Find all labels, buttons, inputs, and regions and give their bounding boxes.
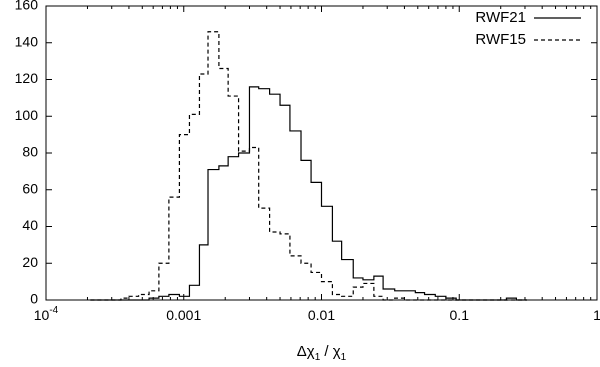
y-tick-label: 120 [15, 70, 39, 86]
y-tick-label: 0 [30, 291, 38, 307]
legend: RWF21 RWF15 [475, 9, 581, 48]
y-tick-label: 20 [22, 254, 38, 270]
y-tick-label: 40 [22, 217, 38, 233]
x-tick-label: 0.1 [450, 307, 470, 323]
x-tick-label: 10-4 [34, 305, 59, 323]
y-tick-label: 60 [22, 180, 38, 196]
y-tick-label: 80 [22, 144, 38, 160]
x-axis-label: Δχ1 / χ1 [297, 343, 347, 363]
series-rwf15 [90, 31, 527, 301]
series-layer [90, 31, 527, 301]
y-tick-label: 140 [15, 33, 39, 49]
legend-label-rwf21: RWF21 [475, 9, 526, 26]
series-rwf21 [90, 86, 527, 301]
x-tick-label: 0.001 [166, 307, 201, 323]
legend-label-rwf15: RWF15 [475, 31, 526, 48]
x-axis-ticks: 10-4 0.001 0.01 0.1 1 [34, 6, 600, 323]
y-tick-label: 100 [15, 107, 39, 123]
x-tick-label: 0.01 [308, 307, 335, 323]
plot-frame [45, 5, 598, 301]
y-tick-label: 160 [15, 0, 39, 13]
x-tick-label: 1 [593, 307, 600, 323]
